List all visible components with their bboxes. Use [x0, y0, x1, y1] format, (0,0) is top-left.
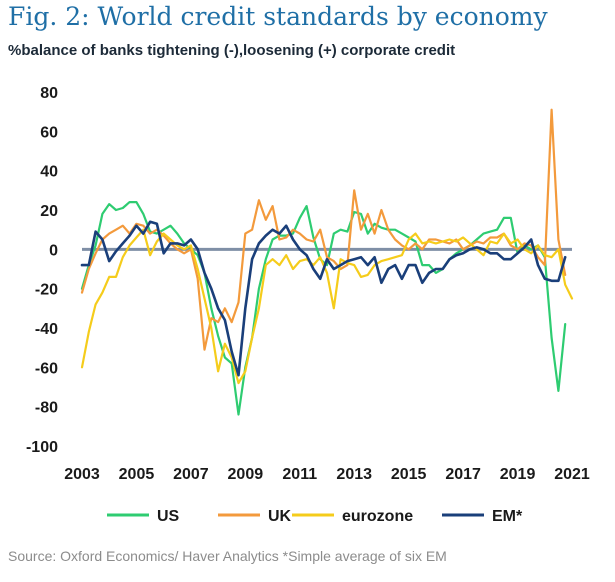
series-line-us: [80, 201, 567, 416]
x-tick-label: 2019: [500, 466, 536, 483]
series-line-eurozone: [80, 228, 574, 385]
chart-subtitle: %balance of banks tightening (-),looseni…: [8, 42, 456, 59]
legend-label-eurozone: eurozone: [342, 508, 413, 525]
legend-label-uk: UK: [268, 508, 292, 525]
x-tick-label: 2003: [64, 466, 100, 483]
x-tick-label: 2009: [228, 466, 264, 483]
y-tick-label: 40: [40, 164, 58, 181]
legend-label-em: EM*: [492, 508, 523, 525]
x-axis: 2003 2005 2007 2009 2011 2013 2015 2017 2019 2021: [64, 466, 590, 483]
legend-label-us: US: [157, 508, 180, 525]
y-tick-label: -80: [35, 400, 58, 417]
legend: US UK eurozone EM*: [107, 508, 523, 525]
x-tick-label: 2007: [173, 466, 209, 483]
y-tick-label: -20: [35, 282, 58, 299]
y-tick-label: 80: [40, 85, 58, 102]
x-tick-label: 2017: [445, 466, 481, 483]
y-tick-label: 60: [40, 124, 58, 141]
y-tick-label: 0: [49, 242, 58, 259]
chart-title: Fig. 2: World credit standards by econom…: [8, 2, 548, 31]
x-tick-label: 2021: [554, 466, 590, 483]
y-tick-label: -60: [35, 360, 58, 377]
x-tick-label: 2005: [119, 466, 155, 483]
source-note: Source: Oxford Economics/ Haver Analytic…: [8, 548, 447, 564]
y-tick-label: -40: [35, 321, 58, 338]
y-tick-label: 20: [40, 203, 58, 220]
x-tick-label: 2011: [282, 466, 317, 483]
y-tick-label: -100: [26, 439, 58, 456]
series-line-em: [80, 220, 567, 377]
series-line-uk: [80, 108, 567, 351]
x-tick-label: 2015: [391, 466, 427, 483]
series-lines: [80, 108, 574, 416]
x-tick-label: 2013: [336, 466, 372, 483]
y-axis: 80 60 40 20 0 -20 -40 -60 -80 -100: [26, 85, 58, 456]
